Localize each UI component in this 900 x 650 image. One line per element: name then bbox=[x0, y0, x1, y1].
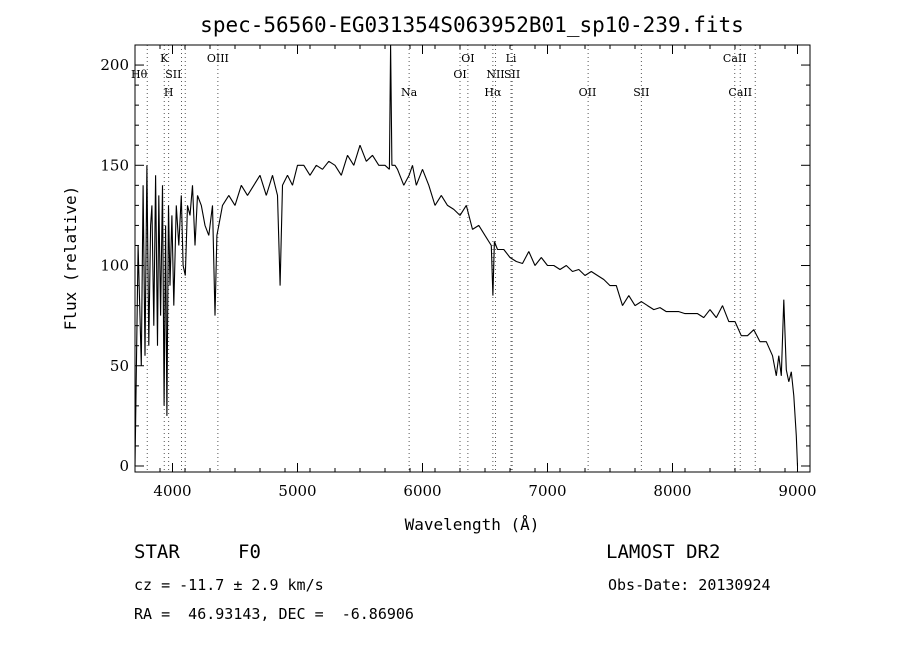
spectral-line-label: OII bbox=[579, 86, 597, 99]
coordinates: RA = 46.93143, DEC = -6.86906 bbox=[134, 605, 414, 623]
y-tick-label: 100 bbox=[100, 257, 129, 275]
x-axis-label: Wavelength (Å) bbox=[405, 515, 540, 534]
object-subclass: F0 bbox=[238, 541, 261, 563]
x-tick-label: 5000 bbox=[278, 482, 316, 500]
spectral-line-label: Na bbox=[401, 86, 418, 99]
spectral-line-label: OI bbox=[453, 68, 466, 81]
object-class: STAR bbox=[134, 541, 180, 563]
spectral-line-label: H bbox=[164, 86, 174, 99]
spectral-line-label: Hθ bbox=[131, 68, 148, 81]
x-tick-label: 7000 bbox=[528, 482, 566, 500]
y-tick-label: 200 bbox=[100, 56, 129, 74]
x-tick-label: 4000 bbox=[153, 482, 191, 500]
x-tick-label: 6000 bbox=[403, 482, 441, 500]
x-tick-label: 8000 bbox=[653, 482, 691, 500]
spectral-line-label: NII bbox=[486, 68, 504, 81]
survey-name: LAMOST DR2 bbox=[606, 541, 721, 563]
spectral-line-label: OIII bbox=[207, 52, 229, 65]
y-tick-label: 50 bbox=[110, 357, 129, 375]
chart-title: spec-56560-EG031354S063952B01_sp10-239.f… bbox=[200, 13, 744, 37]
observation-date: Obs-Date: 20130924 bbox=[608, 576, 771, 594]
x-tick-label: 9000 bbox=[778, 482, 816, 500]
y-tick-label: 0 bbox=[119, 457, 129, 475]
spectral-line-label: CaII bbox=[723, 52, 747, 65]
spectral-line-label: Li bbox=[506, 52, 517, 65]
plot-frame bbox=[134, 44, 811, 473]
redshift-cz: cz = -11.7 ± 2.9 km/s bbox=[134, 576, 324, 594]
y-axis-label: Flux (relative) bbox=[61, 186, 80, 331]
spectral-line-label: SII bbox=[633, 86, 649, 99]
spectral-line-label: Hα bbox=[484, 86, 502, 99]
spectral-line-label: CaII bbox=[728, 86, 752, 99]
spectrum-series-line bbox=[134, 44, 799, 467]
spectral-line-label: SII bbox=[504, 68, 520, 81]
spectral-line-label: SII bbox=[165, 68, 181, 81]
y-tick-label: 150 bbox=[100, 156, 129, 174]
spectral-line-label: OI bbox=[461, 52, 474, 65]
spectral-line-label: K bbox=[160, 52, 169, 65]
